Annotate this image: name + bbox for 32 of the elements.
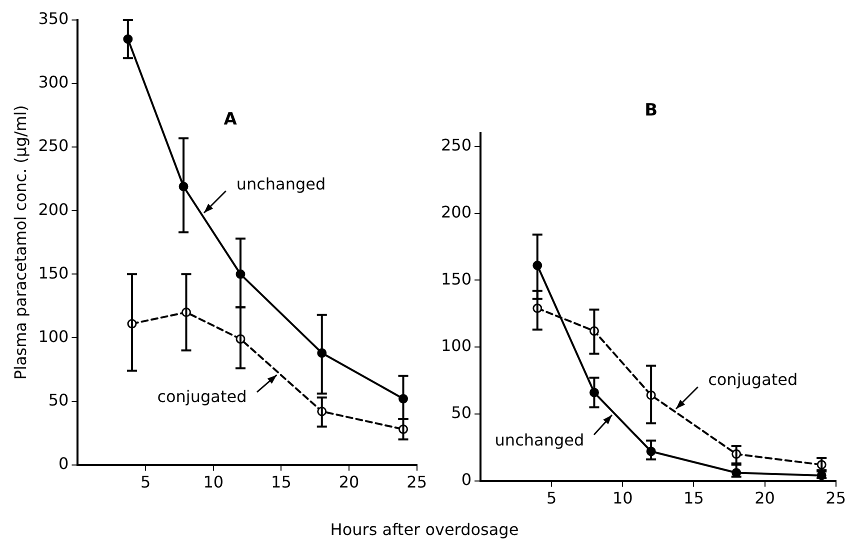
y-tick-label: 150 <box>440 269 472 288</box>
y-tick-label: 350 <box>38 9 69 28</box>
y-tick-label: 0 <box>461 470 472 489</box>
text: A <box>224 109 238 130</box>
x-axis-title: Hours after overdosage <box>329 520 520 539</box>
text: unchanged <box>494 430 584 450</box>
x-tick-label: 5 <box>140 472 151 492</box>
x-tick-label: 20 <box>754 488 775 508</box>
y-tick-label: 50 <box>48 390 69 410</box>
x-tick-label: 15 <box>271 472 292 492</box>
y-tick-label: 200 <box>38 200 69 219</box>
y-tick-label: 300 <box>38 72 69 92</box>
y-tick-label: 0 <box>58 454 69 473</box>
y-tick-label: 250 <box>440 136 472 155</box>
x-tick-label: 20 <box>338 472 360 492</box>
series-label: conjugated <box>157 387 247 406</box>
x-tick-label: 15 <box>684 488 704 508</box>
x-tick-label: 10 <box>203 472 224 492</box>
y-tick-label: 250 <box>38 136 69 156</box>
x-tick-label: 5 <box>546 488 557 508</box>
x-tick-label: 25 <box>406 472 427 492</box>
chart-title: B <box>644 100 658 120</box>
y-tick-label: 150 <box>38 263 69 282</box>
y-tick-label: 100 <box>440 336 472 356</box>
text: conjugated <box>708 370 798 390</box>
text: unchanged <box>236 174 326 194</box>
y-tick-label: 100 <box>38 326 69 346</box>
x-tick-label: 10 <box>612 488 633 508</box>
y-axis-title: Plasma paracetamol conc. (μg/ml) <box>10 105 30 380</box>
x-tick-label: 25 <box>826 488 846 508</box>
y-tick-label: 200 <box>440 202 472 222</box>
y-tick-label: 50 <box>451 403 472 422</box>
